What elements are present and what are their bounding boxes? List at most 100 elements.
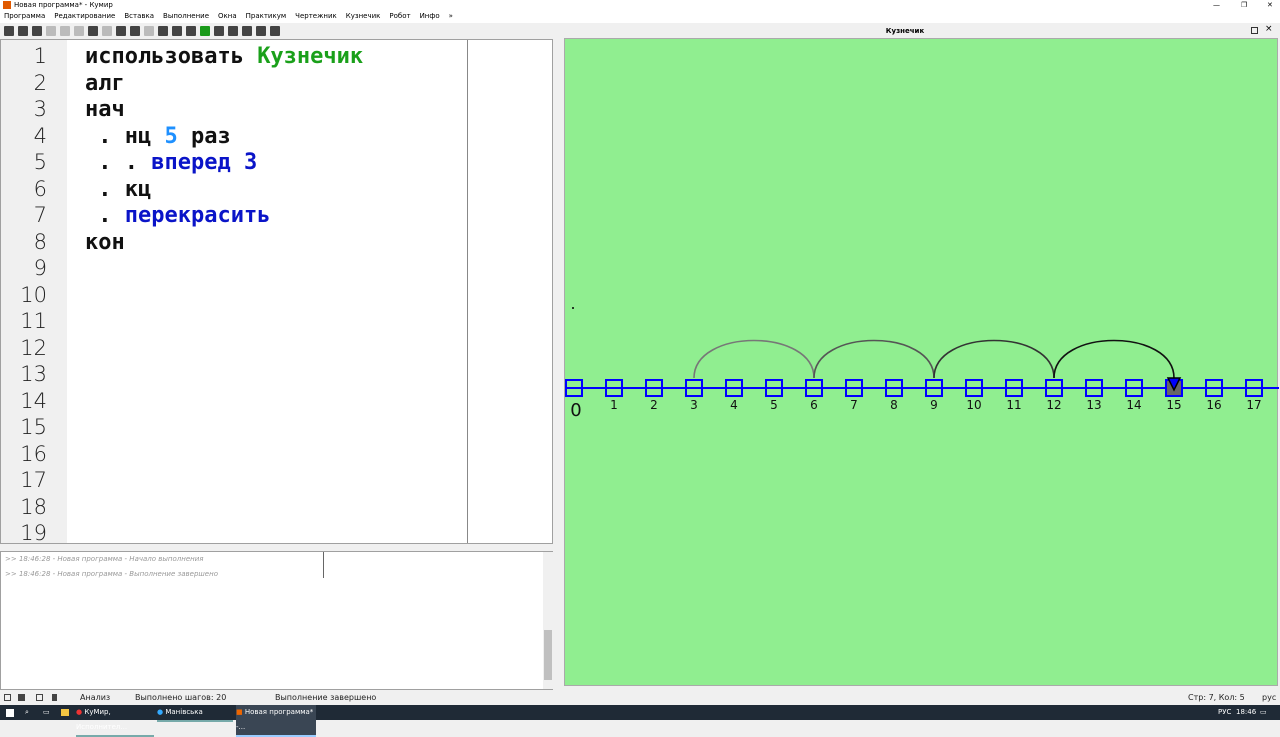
cell — [965, 379, 983, 397]
menu-item[interactable]: Вставка — [124, 12, 155, 20]
cell-label: 9 — [930, 398, 938, 412]
code-token: раз — [177, 123, 231, 149]
line-number: 8 — [33, 229, 47, 254]
minimize-button[interactable]: — — [1213, 1, 1220, 9]
menu-item[interactable]: Кузнечик — [345, 12, 381, 20]
grid-icon[interactable] — [200, 26, 210, 36]
step-icon[interactable] — [130, 26, 140, 36]
menu-item[interactable]: Чертежник — [295, 12, 337, 20]
cell — [565, 379, 583, 397]
copy-icon[interactable] — [60, 26, 70, 36]
undo-icon[interactable] — [88, 26, 98, 36]
stop-icon[interactable] — [144, 26, 154, 36]
cell-label: 5 — [770, 398, 778, 412]
float-icon[interactable] — [1251, 27, 1258, 34]
code-token: Кузнечик — [257, 44, 364, 69]
cell-label: 8 — [890, 398, 898, 412]
text-cursor — [323, 552, 324, 578]
step-in-icon[interactable] — [158, 26, 168, 36]
cut-icon[interactable] — [46, 26, 56, 36]
more-icon[interactable] — [270, 26, 280, 36]
kuznechik-icon[interactable] — [228, 26, 238, 36]
cell — [845, 379, 863, 397]
status-icon[interactable] — [4, 694, 11, 701]
keyboard-lang: рус — [1262, 693, 1277, 702]
run-icon[interactable] — [116, 26, 126, 36]
clock[interactable]: 18:46 — [1236, 708, 1257, 716]
code-line[interactable]: алг — [85, 71, 125, 96]
close-panel-icon[interactable]: × — [1265, 24, 1273, 34]
cell — [805, 379, 823, 397]
cell — [765, 379, 783, 397]
grasshopper-marker — [1166, 377, 1182, 392]
status-icon[interactable] — [36, 694, 43, 701]
robot-icon[interactable] — [242, 26, 252, 36]
code-token: кон — [85, 229, 125, 255]
painter-icon[interactable] — [256, 26, 266, 36]
maximize-button[interactable]: ❐ — [1241, 1, 1248, 9]
cell-label: 1 — [610, 398, 618, 412]
code-token: . кц — [85, 176, 152, 202]
line-number: 17 — [20, 468, 47, 492]
log-line: >> 18:46:28 - Новая программа - Начало в… — [5, 555, 204, 563]
cell — [1125, 379, 1143, 397]
new-icon[interactable] — [4, 26, 14, 36]
paste-icon[interactable] — [74, 26, 84, 36]
menu-item[interactable]: » — [448, 12, 453, 20]
state-label: Выполнение завершено — [275, 693, 377, 702]
code-token: нач — [85, 97, 125, 122]
cell — [925, 379, 943, 397]
cell-label: 0 — [570, 400, 581, 421]
cell-label: 4 — [730, 398, 738, 412]
panel-icon[interactable] — [186, 26, 196, 36]
line-number: 14 — [20, 388, 47, 413]
code-line[interactable]: . нц 5 раз — [85, 123, 231, 149]
title-bar: Новая программа* - Кумир — ❐ ✕ — [0, 0, 1280, 10]
explorer-icon[interactable] — [61, 709, 69, 716]
input-lang[interactable]: РУС — [1218, 708, 1232, 716]
line-number: 9 — [33, 256, 47, 280]
menu-item[interactable]: Редактирование — [54, 12, 116, 20]
cell — [645, 379, 663, 397]
code-line[interactable]: использовать Кузнечик — [85, 44, 363, 69]
open-icon[interactable] — [18, 26, 28, 36]
start-icon[interactable] — [6, 709, 14, 717]
code-editor[interactable]: 1 2 3 4 5 6 7 8 9 10 11 12 13 14 15 16 17 18 19 использова… — [0, 39, 553, 545]
notifications-icon[interactable]: ▭ — [1260, 708, 1267, 716]
trash-icon[interactable] — [52, 694, 57, 701]
line-number: 7 — [33, 203, 47, 227]
search-icon[interactable]: ⌕ — [25, 708, 29, 716]
task-view-icon[interactable]: ▭ — [43, 708, 50, 716]
menu-item[interactable]: Инфо — [419, 12, 440, 20]
taskbar-item[interactable]: ● КуМир, Исполнител... — [76, 705, 154, 737]
menu-item[interactable]: Практикум — [245, 12, 287, 20]
menu-bar: Программа Редактирование Вставка Выполнение… — [0, 10, 1280, 23]
draftsman-icon[interactable] — [214, 26, 224, 36]
close-button[interactable]: ✕ — [1267, 1, 1273, 9]
code-line[interactable]: . кц — [85, 177, 151, 202]
menu-item[interactable]: Окна — [218, 12, 237, 20]
menu-item[interactable]: Выполнение — [163, 12, 210, 20]
menu-item[interactable]: Робот — [389, 12, 411, 20]
taskbar-item[interactable]: ● Манівська — [157, 705, 233, 722]
line-number: 12 — [20, 335, 47, 360]
code-line[interactable]: . . вперед 3 — [85, 150, 257, 175]
output-log[interactable]: >> 18:46:28 - Новая программа - Начало в… — [0, 551, 553, 690]
mode-label: Анализ — [80, 693, 111, 702]
status-icon[interactable] — [18, 694, 25, 701]
log-scrollbar[interactable] — [543, 552, 553, 689]
code-line[interactable]: . перекрасить — [85, 203, 270, 228]
cell — [1205, 379, 1223, 397]
redo-icon[interactable] — [102, 26, 112, 36]
menu-item[interactable]: Программа — [4, 12, 46, 20]
code-line[interactable]: нач — [85, 97, 125, 122]
dot — [572, 307, 574, 309]
save-icon[interactable] — [32, 26, 42, 36]
line-number: 13 — [20, 362, 47, 386]
taskbar-item-active[interactable]: ■ Новая программа* -... — [236, 705, 316, 737]
code-line[interactable]: кон — [85, 230, 125, 255]
line-number: 19 — [20, 521, 47, 545]
step-out-icon[interactable] — [172, 26, 182, 36]
cell — [1245, 379, 1263, 397]
taskbar: ⌕ ▭ ● КуМир, Исполнител... ● Манівська ■… — [0, 705, 1280, 737]
